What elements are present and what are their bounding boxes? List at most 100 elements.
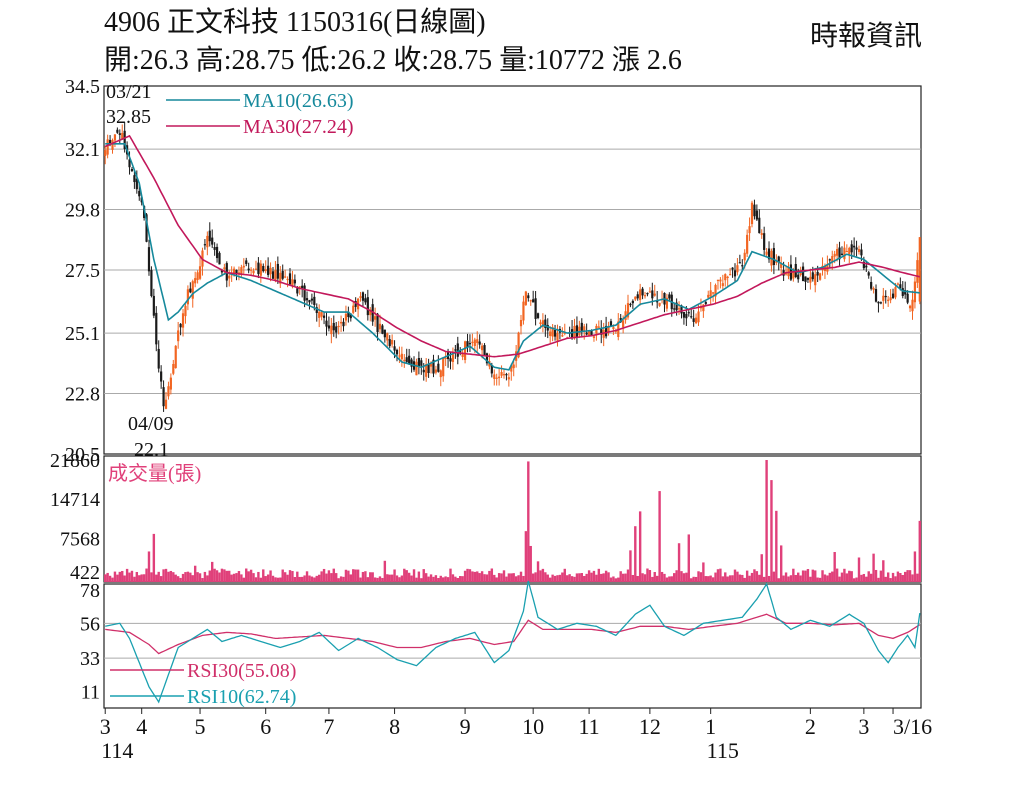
volume-bar [398, 577, 401, 582]
candle-body [468, 343, 472, 345]
volume-bar [648, 570, 652, 582]
candle-body [301, 285, 304, 289]
candle-body [765, 251, 768, 255]
volume-bar [490, 568, 494, 582]
candle-body [865, 265, 868, 268]
volume-bar [911, 574, 914, 582]
volume-bar [417, 571, 421, 582]
candle-body [194, 278, 197, 284]
candle-body [809, 276, 812, 283]
candle-body [512, 364, 515, 369]
candle-body [527, 295, 530, 299]
volume-bar [694, 576, 698, 582]
x-axis-month-label: 6 [260, 714, 271, 739]
volume-bar [347, 570, 350, 582]
candle-body [522, 301, 525, 321]
candle-body [228, 275, 231, 279]
price-y-tick-label: 32.1 [65, 139, 100, 161]
volume-bar [765, 460, 768, 582]
volume-bar [806, 569, 810, 582]
candle-body [322, 315, 326, 318]
candle-body [262, 265, 265, 272]
candle-body [901, 288, 904, 296]
volume-bar [274, 577, 277, 582]
volume-bar [758, 574, 761, 582]
x-axis-month-label: 7 [323, 714, 334, 739]
candle-body [750, 202, 754, 225]
candle-body [325, 320, 328, 327]
volume-bar [789, 575, 793, 582]
volume-bar [432, 576, 435, 582]
candle-body [147, 247, 151, 272]
candle-body [592, 336, 596, 338]
candle-body [220, 269, 224, 273]
candle-body [539, 322, 542, 324]
volume-bar [617, 577, 620, 582]
volume-bar [779, 545, 783, 582]
candle-body [113, 134, 117, 141]
rsi-y-tick-label: 33 [80, 648, 100, 670]
volume-bar [176, 576, 180, 582]
volume-bar [843, 568, 846, 582]
candle-body [196, 272, 199, 280]
x-axis-year-label: 115 [707, 738, 739, 763]
volume-bar [339, 576, 343, 582]
x-axis-month-label: 12 [639, 714, 661, 739]
volume-bar [211, 561, 214, 582]
volume-bar [422, 569, 425, 582]
volume-bar [108, 575, 112, 582]
candle-body [208, 230, 211, 242]
volume-bar [317, 574, 321, 582]
volume-bar [451, 574, 455, 582]
volume-bar [332, 568, 335, 582]
volume-bar [548, 577, 552, 582]
volume-bar [918, 520, 921, 582]
volume-bar [123, 575, 126, 582]
volume-bar [488, 570, 491, 582]
volume-bar [407, 572, 411, 582]
volume-bar [322, 568, 326, 582]
x-axis-month-label: 11 [579, 714, 600, 739]
volume-bar [811, 569, 814, 582]
volume-bar [225, 570, 228, 582]
volume-bar [821, 570, 824, 582]
candle-body [736, 265, 739, 273]
volume-bar [641, 573, 644, 582]
volume-bar [600, 573, 603, 582]
candle-body [439, 370, 442, 378]
volume-bar [232, 573, 236, 582]
candle-body [646, 293, 649, 295]
candle-body [624, 311, 627, 321]
candle-body [437, 363, 440, 372]
candle-body [772, 248, 775, 266]
candle-body [177, 330, 180, 342]
volume-bar [400, 575, 404, 582]
candle-body [157, 348, 160, 369]
candle-body [831, 256, 834, 263]
candle-body [731, 267, 734, 270]
volume-bar [403, 568, 406, 582]
candle-body [276, 263, 279, 279]
volume-bar [201, 578, 204, 582]
volume-bar [707, 576, 710, 582]
candle-body [108, 139, 112, 144]
volume-bar [872, 553, 875, 582]
candle-body [546, 324, 549, 331]
volume-bar [906, 570, 909, 582]
volume-bar [660, 571, 664, 582]
volume-bar [140, 574, 143, 582]
volume-bar [614, 578, 618, 582]
volume-bar [585, 573, 588, 582]
volume-bar [891, 572, 895, 582]
volume-y-tick-label: 7568 [60, 528, 100, 550]
volume-bar [850, 571, 853, 582]
candle-body [376, 313, 379, 333]
volume-bar [376, 577, 379, 582]
x-axis-month-label: 2 [805, 714, 816, 739]
candle-body [874, 289, 878, 302]
volume-bar [580, 573, 583, 582]
candle-body [697, 311, 700, 323]
candle-body [784, 273, 788, 275]
volume-bar [726, 576, 729, 582]
candle-body [344, 313, 348, 321]
